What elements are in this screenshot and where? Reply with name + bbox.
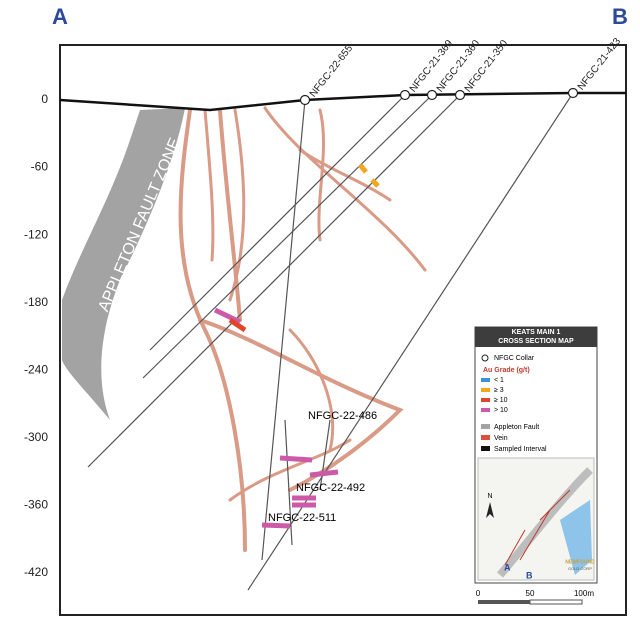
- legend-item: < 1: [494, 377, 504, 384]
- depth-label: -240: [24, 362, 48, 376]
- scale-label: 50: [526, 589, 535, 598]
- depth-label: -360: [24, 498, 48, 512]
- intercept-label: NFGC-22-492: [296, 482, 365, 494]
- depth-label: -60: [31, 160, 49, 174]
- legend-item: NFGC Collar: [494, 355, 535, 362]
- collars: [299, 87, 579, 106]
- scale-label: 0: [476, 589, 481, 598]
- intercept-label: NFGC-22-486: [308, 410, 377, 422]
- depth-label: -180: [24, 295, 48, 309]
- legend-item: Sampled Interval: [494, 446, 547, 453]
- scale-label: 100m: [574, 589, 594, 598]
- inset-a: A: [504, 562, 511, 572]
- legend-item: Appleton Fault: [494, 424, 539, 431]
- end-b: B: [612, 4, 628, 29]
- end-a: A: [52, 4, 68, 29]
- legend-title: CROSS SECTION MAP: [498, 338, 574, 345]
- inset-b: B: [526, 570, 533, 580]
- intercept-label: NFGC-22-511: [268, 512, 336, 524]
- legend-heading: Au Grade (g/t): [483, 367, 530, 374]
- depth-label: -420: [24, 565, 48, 579]
- legend-item: Vein: [494, 435, 508, 442]
- surface: [59, 91, 626, 112]
- scale-bar: [478, 600, 530, 604]
- intervals: [213, 163, 380, 529]
- veins: [178, 106, 427, 552]
- company: GOLD CORP: [568, 566, 592, 571]
- company: NEWFOUND: [565, 559, 595, 565]
- legend-item: ≥ 10: [494, 397, 508, 404]
- scale-bar: [529, 599, 583, 605]
- depth-label: -120: [24, 227, 48, 241]
- north: N: [487, 493, 492, 500]
- legend-item: ≥ 3: [494, 387, 504, 394]
- legend-title: KEATS MAIN 1: [512, 329, 561, 336]
- depth-label: 0: [41, 92, 48, 106]
- legend-item: > 10: [494, 407, 508, 414]
- legend: KEATS MAIN 1 CROSS SECTION MAP NFGC Coll…: [474, 326, 598, 584]
- depth-label: -300: [24, 430, 48, 444]
- fault-zone: [62, 108, 185, 420]
